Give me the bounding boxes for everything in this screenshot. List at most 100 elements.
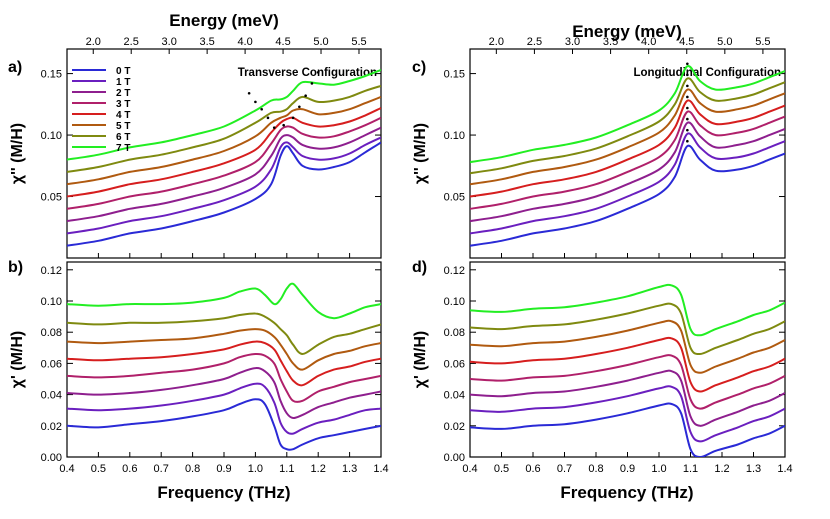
x-tick-label: 1.1 (683, 463, 698, 475)
legend-entry: 5 T (116, 121, 130, 132)
panel-d: d) χ' (M/H) 0.00 0.02 0.04 0.06 0.08 0.10 0.12 0.… (412, 259, 793, 475)
energy-tick-label: 2.0 (489, 36, 504, 48)
panel-label: d) (412, 259, 427, 276)
series-group (470, 65, 785, 247)
panel-b: b) χ' (M/H) 0.00 0.02 0.04 0.06 0.08 0.10 0.12 0.… (8, 259, 389, 475)
energy-tick-label: 2.5 (527, 36, 542, 48)
y-tick-label: 0.05 (41, 192, 62, 204)
series-line-0t (470, 144, 785, 247)
series-line-0t (470, 402, 785, 457)
y-tick-label: 0.00 (41, 452, 62, 464)
legend-entry: 1 T (116, 77, 130, 88)
peak-marker (316, 71, 320, 74)
legend-entry: 6 T (116, 132, 130, 143)
energy-tick-label: 3.0 (565, 36, 580, 48)
x-tick-label: 0.4 (462, 463, 477, 475)
series-line-3t (67, 352, 381, 403)
panel-a: a) χ'' (M/H) 0.05 0.10 0.15 2.0 2.5 3.0 3.5 4.0 4.… (8, 36, 382, 259)
top-axis-title-left: Energy (meV) (169, 11, 279, 30)
y-tick-label: 0.10 (41, 296, 62, 308)
series-line-6t (67, 84, 381, 173)
series-line-3t (470, 354, 785, 410)
series-line-4t (470, 99, 785, 198)
y-axis-label: χ' (M/H) (412, 331, 429, 388)
series-line-1t (470, 132, 785, 235)
x-tick-label: 1.3 (746, 463, 761, 475)
y-tick-label: 0.02 (41, 421, 62, 433)
series-line-7t (67, 68, 381, 161)
x-tick-label: 1.1 (279, 463, 294, 475)
y-axis-label: χ' (M/H) (9, 331, 26, 388)
y-tick-label: 0.10 (41, 130, 62, 142)
series-line-7t (470, 283, 785, 337)
peak-marker (272, 126, 276, 129)
x-tick-label: 0.5 (494, 463, 509, 475)
x-tick-label: 1.2 (714, 463, 729, 475)
panel-label: b) (8, 259, 23, 276)
y-tick-label: 0.10 (444, 130, 465, 142)
y-axis-label: χ'' (M/H) (412, 123, 429, 184)
configuration-annotation: Longitudinal Configuration (633, 67, 781, 79)
y-tick-label: 0.04 (444, 390, 465, 402)
series-line-5t (470, 88, 785, 186)
series-group (67, 68, 381, 247)
y-tick-label: 0.00 (444, 452, 465, 464)
plot-frame (66, 48, 382, 259)
series-line-2t (470, 369, 785, 427)
x-tick-label: 0.5 (91, 463, 106, 475)
series-line-0t (67, 141, 381, 247)
energy-tick-label: 5.0 (717, 36, 732, 48)
y-axis-label: χ'' (M/H) (9, 123, 26, 184)
energy-tick-label: 4.5 (275, 36, 290, 48)
energy-tick-label: 5.0 (313, 36, 328, 48)
x-tick-label: 0.9 (216, 463, 231, 475)
peak-marker (304, 94, 307, 98)
y-tick-label: 0.06 (444, 358, 465, 370)
legend: 0 T1 T2 T3 T4 T5 T6 T7 T (72, 66, 130, 154)
x-tick-label: 1.4 (777, 463, 792, 475)
series-line-2t (470, 121, 785, 223)
series-line-2t (67, 126, 381, 223)
x-tick-label: 0.8 (185, 463, 200, 475)
series-line-4t (67, 107, 381, 198)
energy-tick-label: 4.5 (679, 36, 694, 48)
y-tick-label: 0.04 (41, 390, 62, 402)
series-line-7t (67, 282, 381, 320)
energy-tick-label: 2.0 (86, 36, 101, 48)
series-line-2t (67, 367, 381, 420)
y-tick-label: 0.05 (444, 192, 465, 204)
x-tick-label: 0.6 (122, 463, 137, 475)
energy-tick-label: 3.5 (603, 36, 618, 48)
panel-c: c) χ'' (M/H) 0.05 0.10 0.15 2.0 2.5 3.0 3.5 4.0 4.… (412, 36, 786, 259)
series-group (67, 282, 381, 451)
peak-marker (266, 116, 270, 120)
y-tick-label: 0.12 (444, 265, 465, 277)
x-tick-label: 0.6 (525, 463, 540, 475)
peak-marker (298, 105, 301, 109)
y-tick-label: 0.12 (41, 265, 62, 277)
peak-marker (686, 106, 689, 110)
energy-tick-label: 3.5 (199, 36, 214, 48)
series-line-5t (470, 319, 785, 374)
legend-entry: 7 T (116, 143, 130, 154)
series-line-1t (67, 136, 381, 235)
legend-entry: 0 T (116, 66, 130, 77)
series-line-1t (67, 382, 381, 435)
series-line-6t (470, 302, 785, 356)
series-line-5t (67, 328, 381, 371)
series-line-1t (470, 385, 785, 443)
y-tick-label: 0.06 (41, 358, 62, 370)
peak-marker (686, 62, 689, 66)
peak-marker (291, 116, 295, 120)
x-tick-label: 1.3 (342, 463, 357, 475)
x-axis-title-right: Frequency (THz) (560, 483, 693, 502)
energy-tick-label: 5.5 (351, 36, 366, 48)
x-tick-label: 0.7 (154, 463, 169, 475)
panel-label: c) (412, 59, 426, 76)
legend-entry: 4 T (116, 110, 130, 121)
top-axis-title-right: Energy (meV) (572, 22, 682, 41)
peak-marker (260, 107, 263, 111)
legend-entry: 3 T (116, 99, 130, 110)
x-tick-label: 1.2 (311, 463, 326, 475)
